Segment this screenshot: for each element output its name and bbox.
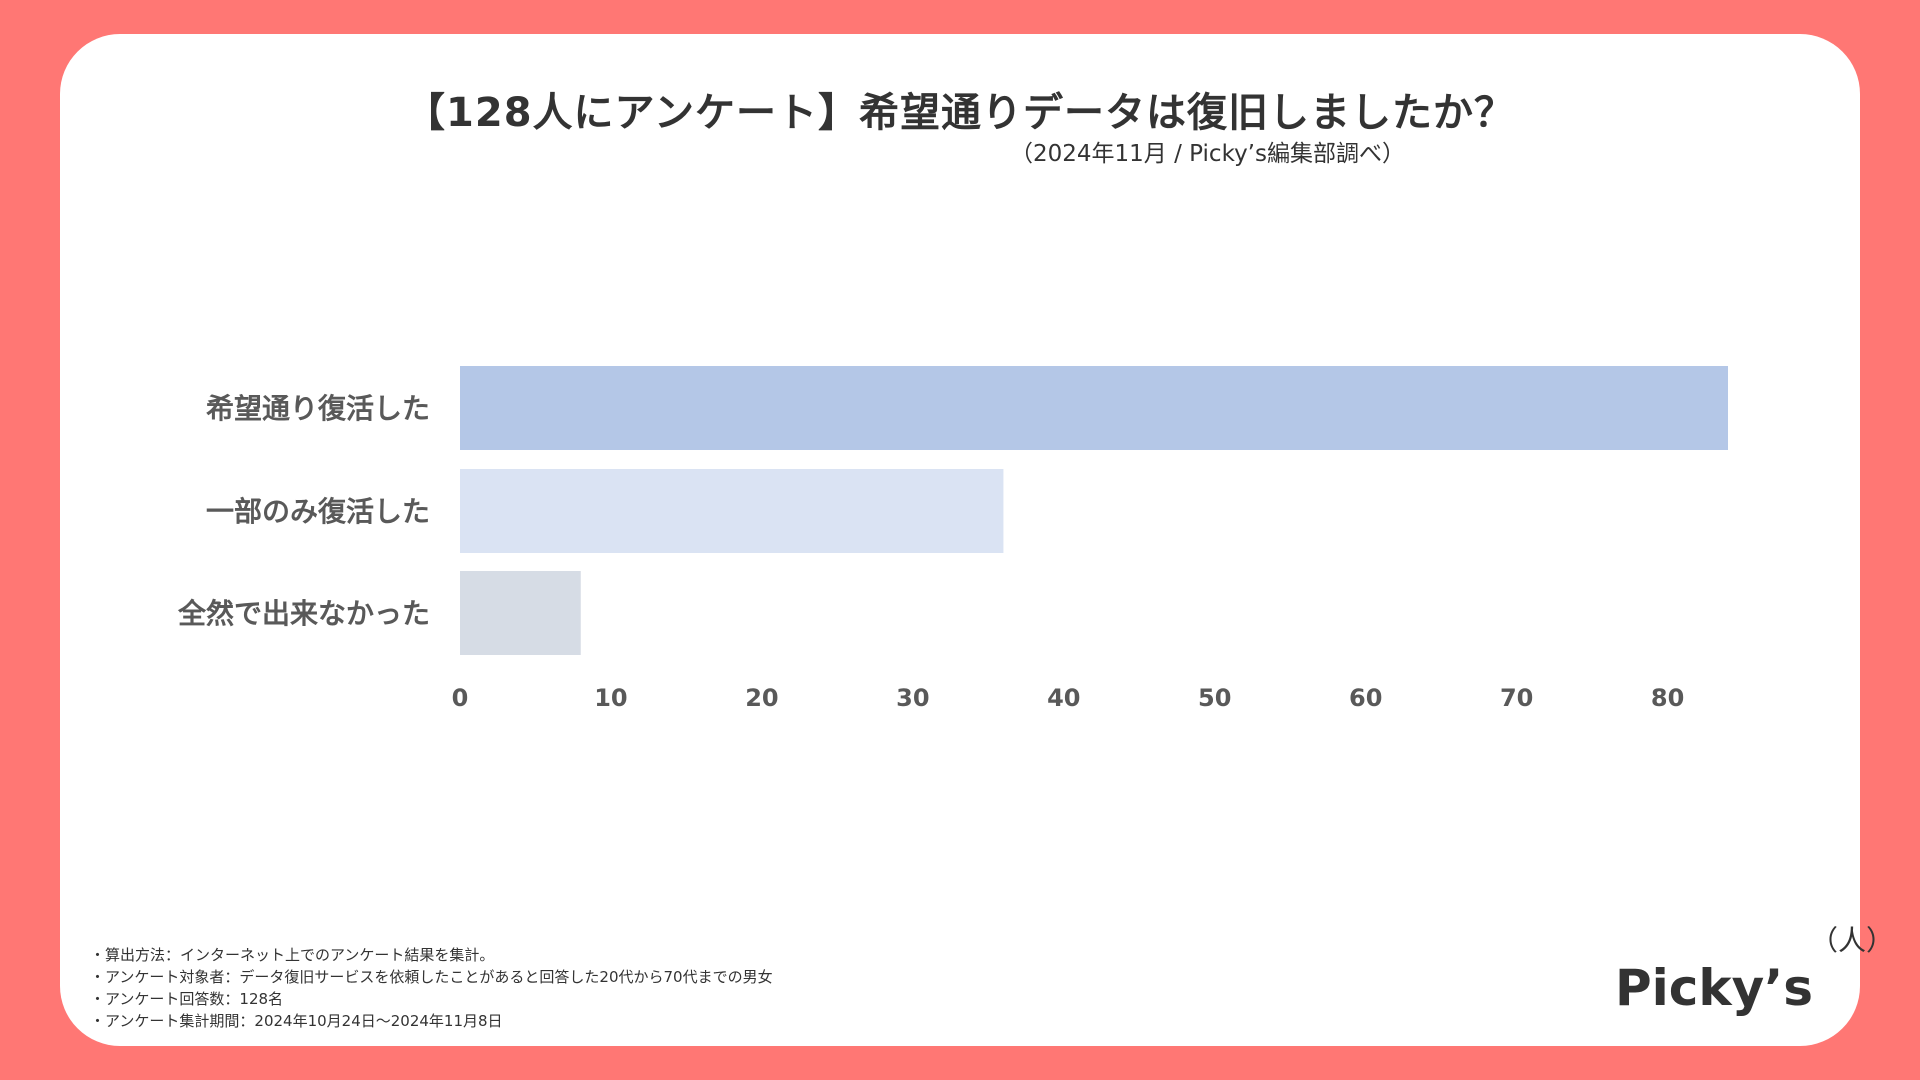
chart-title: 【128人にアンケート】希望通りデータは復旧しましたか？ [405, 90, 1515, 136]
x-tick-label: 0 [452, 684, 469, 712]
note-count: ・アンケート回答数：128名 [90, 990, 284, 1008]
chart-subtitle: （2024年11月 / Picky’s編集部調べ） [1010, 141, 1405, 167]
x-tick-label: 80 [1651, 684, 1684, 712]
category-label: 希望通り復活した [206, 392, 430, 425]
picky-s-logo: （人） Picky’s [1615, 924, 1894, 1029]
x-tick-label: 30 [896, 684, 929, 712]
x-tick-label: 40 [1047, 684, 1080, 712]
note-period: ・アンケート集計期間：2024年10月24日〜2024年11月8日 [90, 1012, 503, 1030]
logo-mark: （人） [1810, 924, 1895, 957]
x-tick-label: 70 [1500, 684, 1533, 712]
bar-2 [460, 469, 1004, 553]
category-label: 全然で出来なかった [177, 597, 430, 630]
chart-card: 【128人にアンケート】希望通りデータは復旧しましたか？ （2024年11月 /… [60, 34, 1894, 1046]
note-target: ・アンケート対象者：データ復旧サービスを依頼したことがあると回答した20代から7… [90, 968, 773, 986]
survey-notes: ・算出方法：インターネット上でのアンケート結果を集計。 ・アンケート対象者：デー… [90, 944, 773, 1032]
x-tick-label: 60 [1349, 684, 1382, 712]
x-tick-label: 20 [745, 684, 778, 712]
x-tick-label: 50 [1198, 684, 1231, 712]
bar-3 [460, 571, 581, 655]
note-method: ・算出方法：インターネット上でのアンケート結果を集計。 [90, 946, 495, 964]
bar-1 [460, 366, 1728, 450]
category-label: 一部のみ復活した [206, 495, 430, 528]
logo-word: Picky’s [1615, 959, 1814, 1017]
x-tick-label: 10 [594, 684, 627, 712]
